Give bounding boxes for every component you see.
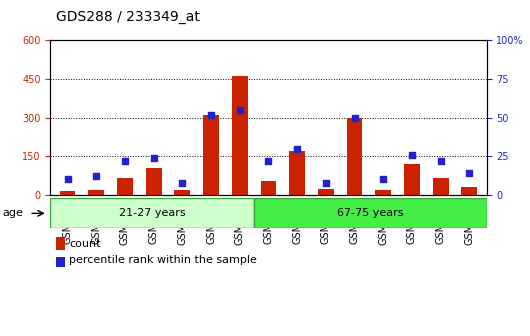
Point [350, 115, 359, 120]
Point [293, 146, 302, 151]
Point [379, 177, 387, 182]
Bar [289, 151, 305, 195]
Bar [146, 168, 162, 195]
Bar [347, 118, 363, 195]
Text: count: count [69, 239, 100, 249]
Bar [462, 187, 477, 195]
Bar [404, 164, 420, 195]
Point [63, 177, 72, 182]
Bar [174, 190, 190, 195]
Point [264, 158, 272, 164]
Bar [232, 76, 248, 195]
Point [436, 158, 445, 164]
Bar [60, 191, 75, 195]
Text: 67-75 years: 67-75 years [337, 208, 403, 218]
Point [207, 112, 215, 117]
Bar [375, 190, 391, 195]
Point [121, 158, 129, 164]
Bar [117, 178, 133, 195]
Point [149, 155, 158, 161]
Text: GDS288 / 233349_at: GDS288 / 233349_at [56, 9, 199, 24]
Point [465, 171, 474, 176]
Bar [318, 189, 334, 195]
Bar [203, 115, 219, 195]
Bar [254, 198, 487, 228]
Point [322, 180, 330, 185]
Text: percentile rank within the sample: percentile rank within the sample [69, 255, 257, 265]
Text: age: age [3, 208, 23, 218]
Text: 21-27 years: 21-27 years [119, 208, 186, 218]
Bar [50, 198, 254, 228]
Point [178, 180, 187, 185]
Bar [261, 181, 276, 195]
Point [235, 107, 244, 113]
Bar [432, 178, 448, 195]
Point [408, 152, 416, 157]
Point [92, 174, 101, 179]
Bar [89, 190, 104, 195]
